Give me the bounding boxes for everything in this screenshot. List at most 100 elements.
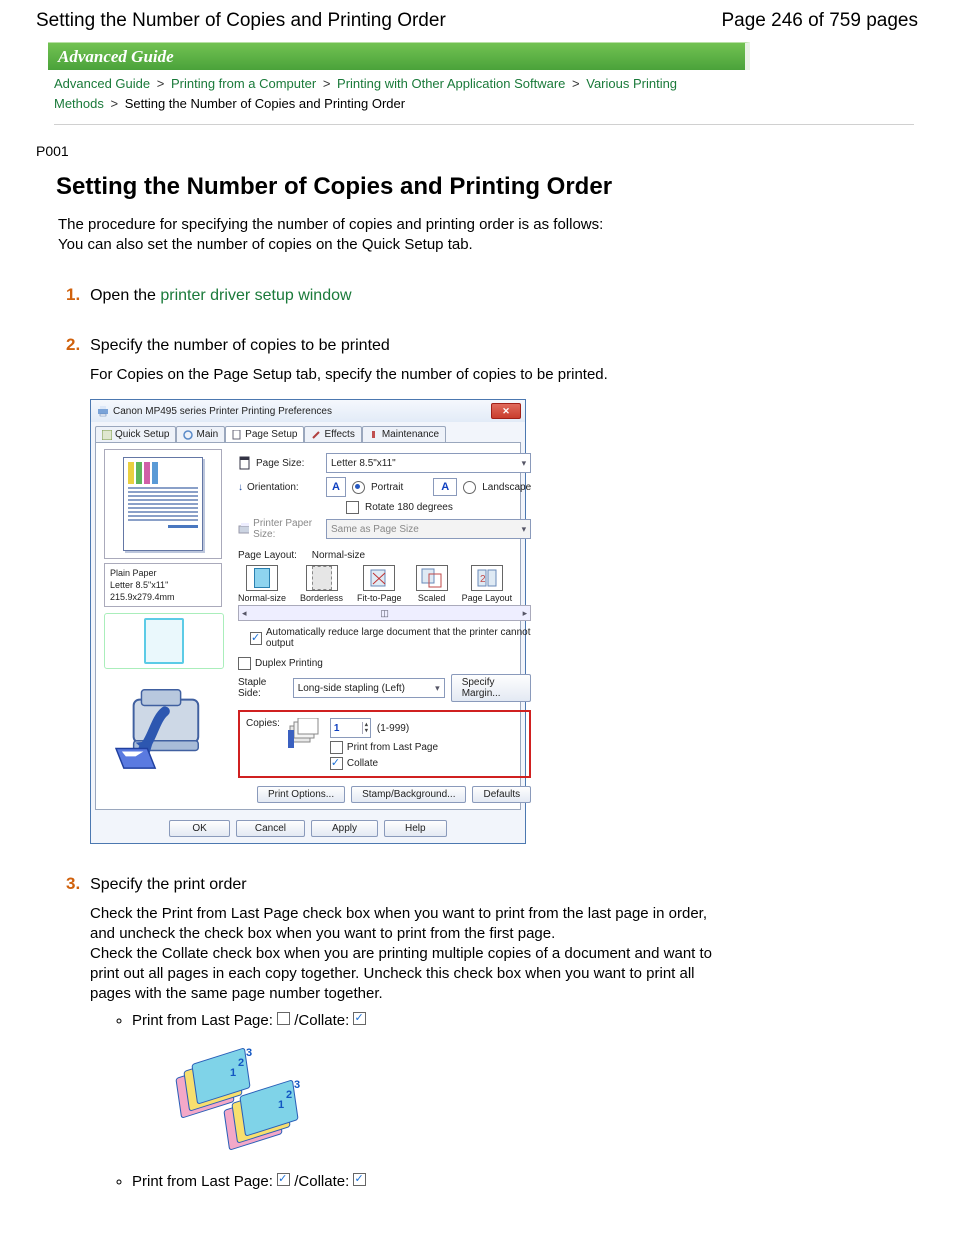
bullet-1-collate: /Collate: (294, 1012, 349, 1029)
printer-driver-setup-window-link[interactable]: printer driver setup window (160, 287, 351, 304)
page-title: Setting the Number of Copies and Printin… (56, 173, 954, 201)
layout-page-layout[interactable]: 2Page Layout (462, 565, 513, 603)
print-options-button[interactable]: Print Options... (257, 786, 345, 803)
crumb-sep: > (569, 76, 583, 91)
copies-spinbox[interactable]: 1▴▾ (330, 718, 371, 738)
staple-side-select[interactable]: Long-side stapling (Left) (293, 678, 445, 698)
ok-button[interactable]: OK (169, 820, 229, 837)
copies-label: Copies: (246, 718, 280, 729)
page-setup-icon (232, 430, 242, 440)
tab-effects[interactable]: Effects (304, 426, 361, 442)
layout-scaled[interactable]: Scaled (416, 565, 448, 603)
apply-button[interactable]: Apply (311, 820, 378, 837)
auto-reduce-checkbox[interactable] (250, 632, 262, 645)
portrait-icon: A (326, 477, 346, 497)
divider (54, 124, 914, 125)
dialog-titlebar: Canon MP495 series Printer Printing Pref… (91, 400, 525, 422)
layout-fit-to-page[interactable]: Fit-to-Page (357, 565, 402, 603)
page-size-label: Page Size: (256, 458, 304, 469)
tab-page-setup[interactable]: Page Setup (225, 426, 304, 442)
copies-icon (288, 718, 322, 748)
main-icon (183, 430, 193, 440)
defaults-button[interactable]: Defaults (472, 786, 531, 803)
cancel-button[interactable]: Cancel (236, 820, 305, 837)
crumb-advanced-guide[interactable]: Advanced Guide (54, 76, 150, 91)
step-number: 3. (66, 874, 80, 894)
step-1-prefix: Open the (90, 287, 160, 304)
bullet-2-collate: /Collate: (294, 1173, 349, 1190)
tab-quick-setup[interactable]: Quick Setup (95, 426, 176, 442)
crumb-sep: > (108, 96, 122, 111)
preview-column: Plain Paper Letter 8.5"x11" 215.9x279.4m… (104, 449, 232, 803)
intro-text: The procedure for specifying the number … (58, 215, 954, 255)
copies-highlight-box: Copies: 1▴▾ (1 (238, 710, 531, 778)
print-last-on-checkbox-icon (277, 1173, 290, 1186)
effects-icon (311, 430, 321, 440)
landscape-radio[interactable] (463, 481, 476, 494)
copies-range: (1-999) (377, 723, 409, 734)
collate-on-checkbox-icon (353, 1173, 366, 1186)
header-right: Page 246 of 759 pages (721, 10, 918, 32)
printer-paper-icon (238, 522, 249, 536)
portrait-radio[interactable] (352, 481, 365, 494)
step-3-body: Check the Print from Last Page check box… (90, 904, 716, 1004)
tab-main[interactable]: Main (176, 426, 225, 442)
layout-borderless[interactable]: Borderless (300, 565, 343, 603)
dialog-screenshot: Canon MP495 series Printer Printing Pref… (90, 399, 716, 844)
printer-icon (97, 405, 109, 417)
crumb-printing-from-computer[interactable]: Printing from a Computer (171, 76, 316, 91)
paper-info-label: Plain Paper Letter 8.5"x11" 215.9x279.4m… (104, 563, 222, 607)
layout-normal[interactable]: Normal-size (238, 565, 286, 603)
landscape-label: Landscape (482, 482, 531, 493)
step-2: 2. Specify the number of copies to be pr… (66, 335, 716, 844)
tab-body: Plain Paper Letter 8.5"x11" 215.9x279.4m… (95, 442, 521, 810)
help-button[interactable]: Help (384, 820, 447, 837)
printer-paper-size-label: Printer Paper Size: (253, 518, 320, 540)
settings-column: Page Size: Letter 8.5"x11" ↓Orientation:… (238, 449, 531, 803)
layout-label: Scaled (418, 593, 446, 603)
paper-size: Letter 8.5"x11" 215.9x279.4mm (110, 579, 216, 603)
bullet-1: Print from Last Page: /Collate: 3 2 1 (132, 1012, 716, 1155)
tab-label: Main (196, 429, 218, 440)
print-from-last-page-checkbox[interactable] (330, 741, 343, 754)
portrait-label: Portrait (371, 482, 403, 493)
page-layout-label: Page Layout: (238, 550, 297, 561)
collate-checkbox[interactable] (330, 757, 343, 770)
printing-preferences-dialog: Canon MP495 series Printer Printing Pref… (90, 399, 526, 844)
specify-margin-button[interactable]: Specify Margin... (451, 674, 531, 702)
print-from-last-page-label: Print from Last Page (347, 742, 438, 753)
maintenance-icon (369, 430, 379, 440)
steps-list: 1. Open the printer driver setup window … (66, 285, 716, 1190)
intro-line-1: The procedure for specifying the number … (58, 215, 954, 235)
close-button[interactable]: ✕ (491, 403, 521, 419)
breadcrumb: Advanced Guide > Printing from a Compute… (54, 74, 714, 114)
stamp-background-button[interactable]: Stamp/Background... (351, 786, 466, 803)
dialog-tabs: Quick Setup Main Page Setup Effects Main… (91, 422, 525, 442)
step-3-body-1: Check the Print from Last Page check box… (90, 904, 716, 944)
step-3-body-2: Check the Collate check box when you are… (90, 944, 716, 1004)
rotate-180-checkbox[interactable] (346, 501, 359, 514)
tab-label: Maintenance (382, 429, 439, 440)
tab-label: Page Setup (245, 429, 297, 440)
step-title: Open the printer driver setup window (90, 287, 351, 304)
layout-preview (104, 613, 224, 669)
duplex-checkbox[interactable] (238, 657, 251, 670)
dialog-title-text: Canon MP495 series Printer Printing Pref… (113, 406, 332, 417)
page-size-select[interactable]: Letter 8.5"x11" (326, 453, 531, 473)
landscape-icon: A (433, 478, 457, 496)
step-number: 1. (66, 285, 80, 305)
rotate-180-label: Rotate 180 degrees (365, 502, 453, 513)
layout-scrollbar[interactable]: ◂◫▸ (238, 605, 531, 621)
bullet-2: Print from Last Page: /Collate: (132, 1173, 716, 1190)
copies-value: 1 (334, 723, 340, 734)
orientation-label: Orientation: (247, 482, 299, 493)
staple-side-label: Staple Side: (238, 677, 287, 699)
crumb-printing-other-app[interactable]: Printing with Other Application Software (337, 76, 565, 91)
tab-label: Effects (324, 429, 354, 440)
tab-label: Quick Setup (115, 429, 169, 440)
tab-maintenance[interactable]: Maintenance (362, 426, 446, 442)
page-code: P001 (36, 143, 954, 159)
layout-options: Normal-size Borderless Fit-to-Page Scale… (238, 565, 531, 603)
print-last-off-checkbox-icon (277, 1012, 290, 1025)
collate-illustration-1: 3 2 1 3 2 1 (178, 1045, 338, 1155)
